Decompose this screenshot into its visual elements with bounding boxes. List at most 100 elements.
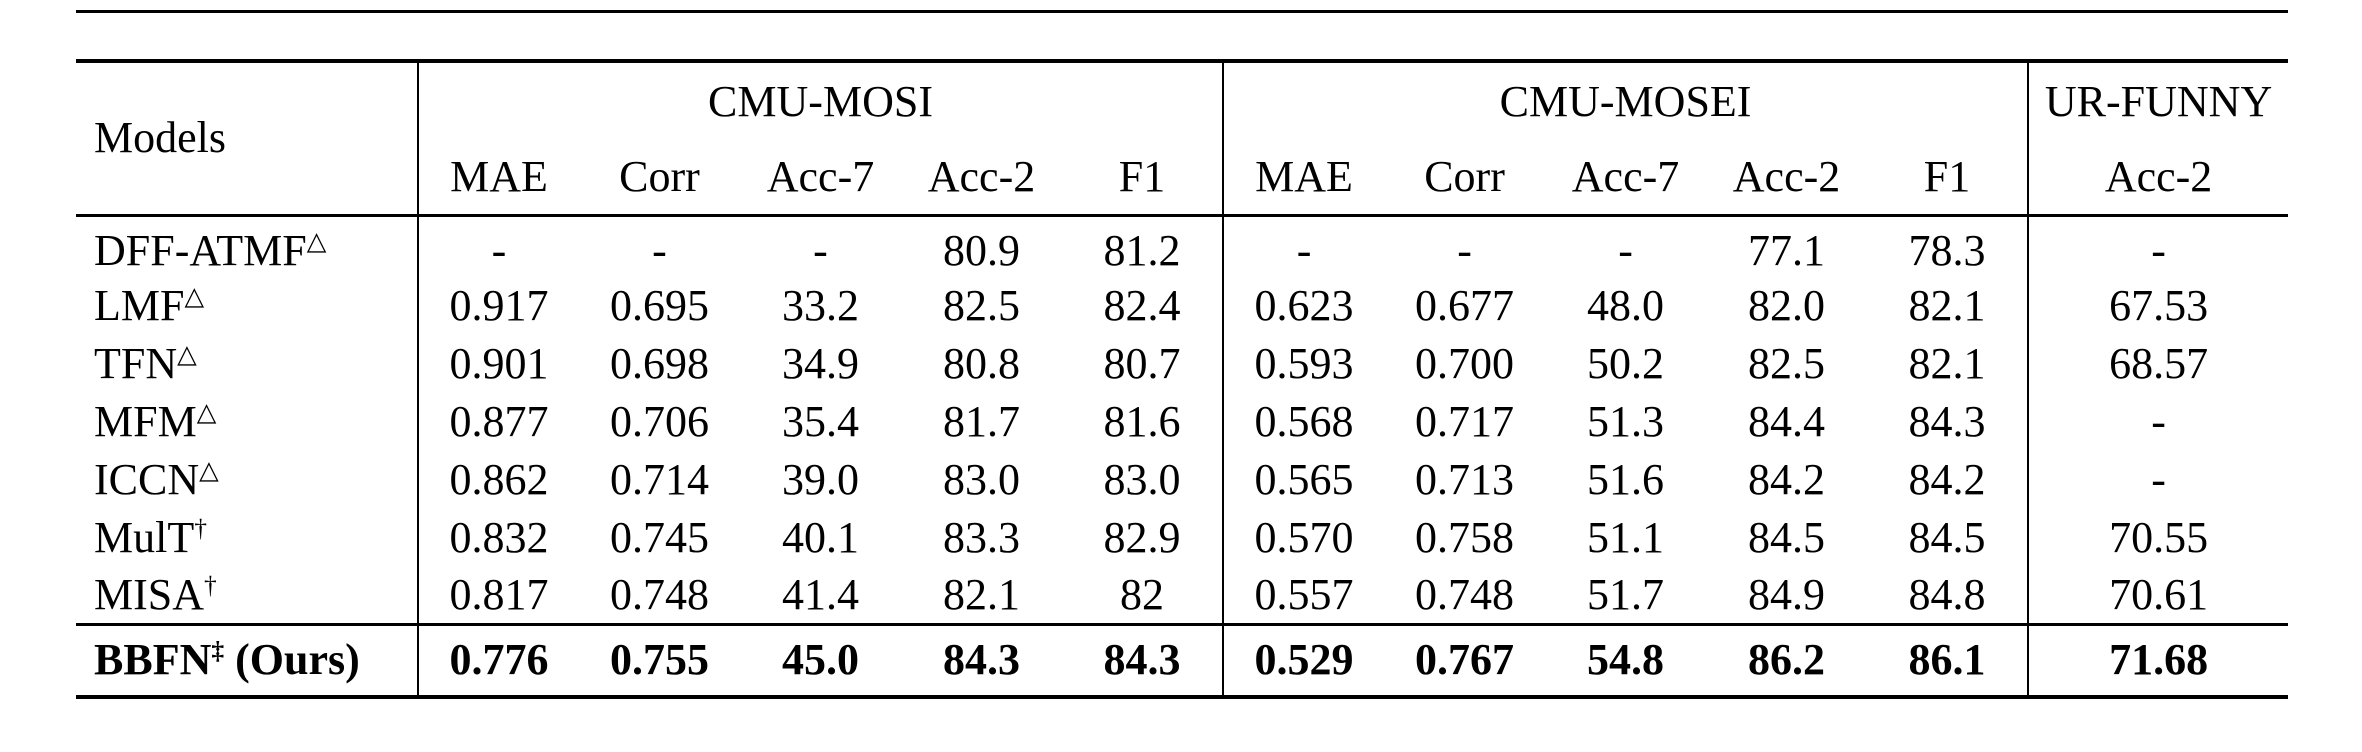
value-cell: 84.4	[1748, 396, 1826, 446]
model-name-cell: MFM△	[76, 392, 419, 451]
value-cell: 39.0	[782, 454, 859, 504]
value-cell: 86.2	[1706, 623, 1868, 697]
group-header-row: Models CMU-MOSI CMU-MOSEI UR-FUNNY	[76, 61, 2288, 217]
value-cell: 0.593	[1254, 338, 1354, 388]
value-cell: 82.0	[1748, 280, 1826, 330]
value-cell: 51.6	[1587, 454, 1665, 504]
model-name: LMF	[94, 280, 185, 330]
value-cell: 0.745	[610, 512, 709, 562]
value-cell: 0.570	[1254, 512, 1354, 562]
value-cell: 84.8	[1867, 566, 2030, 625]
model-name: MulT	[94, 512, 195, 562]
value-cell: 84.3	[1867, 392, 2030, 451]
value-cell: -	[2151, 225, 2166, 275]
value-cell: 84.2	[1867, 450, 2030, 509]
column-header-mae: MAE	[418, 141, 579, 217]
model-name-cell: ICCN△	[76, 450, 419, 509]
column-header-mae: MAE	[1223, 141, 1385, 217]
value-cell: 80.8	[943, 338, 1020, 388]
value-cell: 33.2	[782, 280, 859, 330]
column-header-acc2: Acc-2	[1706, 141, 1868, 217]
value-cell: 0.700	[1415, 338, 1515, 388]
column-header-acc7: Acc-7	[740, 141, 901, 217]
value-cell: 0.529	[1223, 623, 1385, 697]
model-superscript: ‡	[211, 635, 225, 665]
value-cell: 0.623	[1254, 280, 1354, 330]
value-cell: 0.755	[579, 623, 740, 697]
value-cell: -	[652, 225, 667, 275]
value-cell: 41.4	[782, 569, 859, 619]
model-superscript: △	[177, 339, 197, 369]
table-body: DFF-ATMF△ - - -80.9 81.2- - -77.1 78.3- LMF△ 0.91…	[76, 215, 2289, 697]
value-cell: 51.3	[1587, 396, 1665, 446]
group-header-cmu-mosei: CMU-MOSEI	[1223, 61, 2030, 141]
value-cell: 0.706	[610, 396, 709, 446]
value-cell: 84.3	[1062, 623, 1225, 697]
value-cell: 0.832	[449, 512, 549, 562]
table-row: MulT† 0.832 0.745 40.1 83.3 82.9 0.570 0.758 51.…	[76, 508, 2288, 567]
value-cell: 0.758	[1415, 512, 1515, 562]
value-cell: 84.3	[901, 623, 1062, 697]
value-cell: 54.8	[1545, 623, 1707, 697]
value-cell: 82.5	[943, 280, 1020, 330]
column-header-corr: Corr	[579, 141, 740, 217]
column-header-acc2: Acc-2	[2028, 141, 2289, 217]
table-row: LMF△ 0.917 0.695 33.2 82.5 82.4 0.623 0.677 48.0…	[76, 276, 2288, 335]
column-header-f1: F1	[1062, 141, 1225, 217]
value-cell: 35.4	[782, 396, 859, 446]
model-name: MFM	[94, 396, 197, 446]
model-superscript: †	[194, 513, 207, 543]
value-cell: 84.5	[1748, 512, 1826, 562]
value-cell: 0.557	[1254, 569, 1354, 619]
value-cell: 70.61	[2109, 569, 2209, 619]
value-cell: 51.7	[1587, 569, 1665, 619]
model-name: DFF-ATMF	[94, 225, 307, 275]
group-header-cmu-mosi: CMU-MOSI	[418, 61, 1225, 141]
subheader-row: MAE Corr Acc-7 Acc-2 F1 MAE Corr Acc-7 A…	[76, 141, 2289, 217]
value-cell: 0.817	[449, 569, 549, 619]
column-header-acc7: Acc-7	[1545, 141, 1707, 217]
model-name-cell: MISA†	[76, 566, 419, 625]
value-cell: 45.0	[740, 623, 901, 697]
column-header-f1: F1	[1867, 141, 2030, 217]
table-header: Models CMU-MOSI CMU-MOSEI UR-FUNNY MAE C…	[76, 61, 2289, 217]
model-superscript: △	[184, 281, 205, 311]
group-header-ur-funny: UR-FUNNY	[2044, 76, 2273, 126]
value-cell: 84.5	[1867, 508, 2030, 567]
model-name-cell: DFF-ATMF△	[76, 215, 419, 277]
table-row: DFF-ATMF△ - - - 80.9 81.2 - - - 77.1 78.3 -	[76, 215, 2288, 277]
value-cell: 86.1	[1867, 623, 2030, 697]
table-row: MFM△ 0.877 0.706 35.4 81.7 81.6 0.568 0.717 51.3…	[76, 392, 2288, 451]
value-cell: 82.1	[1867, 334, 2030, 393]
value-cell: 82.4	[1062, 276, 1225, 335]
value-cell: -	[1457, 225, 1472, 275]
value-cell: -	[2151, 454, 2166, 504]
value-cell: 0.713	[1415, 454, 1515, 504]
value-cell: 82.1	[1867, 276, 2030, 335]
value-cell: 34.9	[782, 338, 859, 388]
value-cell: 0.862	[449, 454, 549, 504]
value-cell: -	[1618, 225, 1633, 275]
model-superscript: △	[199, 455, 219, 485]
value-cell: 0.568	[1254, 396, 1354, 446]
model-name-cell: MulT†	[76, 508, 419, 567]
model-name: MISA	[94, 569, 205, 619]
value-cell: 83.3	[943, 512, 1020, 562]
value-cell: 81.7	[943, 396, 1020, 446]
value-cell: 80.7	[1062, 334, 1225, 393]
model-superscript: △	[196, 397, 217, 427]
value-cell: 0.717	[1415, 396, 1515, 446]
value-cell: 0.917	[449, 280, 549, 330]
value-cell: 67.53	[2109, 280, 2209, 330]
value-cell: 0.565	[1254, 454, 1354, 504]
value-cell: 81.6	[1062, 392, 1225, 451]
value-cell: 71.68	[2028, 623, 2289, 697]
value-cell: -	[1296, 225, 1312, 275]
table-row: TFN△ 0.901 0.698 34.9 80.8 80.7 0.593 0.700 50.2…	[76, 334, 2288, 393]
table-row: ICCN△ 0.862 0.714 39.0 83.0 83.0 0.565 0.713 51.…	[76, 450, 2288, 509]
value-cell: 0.677	[1415, 280, 1515, 330]
table-row: BBFN‡ (Ours) 0.776 0.755 45.0 84.3 84.3 0.529 0…	[76, 623, 2289, 697]
model-suffix: (Ours)	[224, 635, 360, 685]
model-name: TFN	[94, 338, 178, 388]
